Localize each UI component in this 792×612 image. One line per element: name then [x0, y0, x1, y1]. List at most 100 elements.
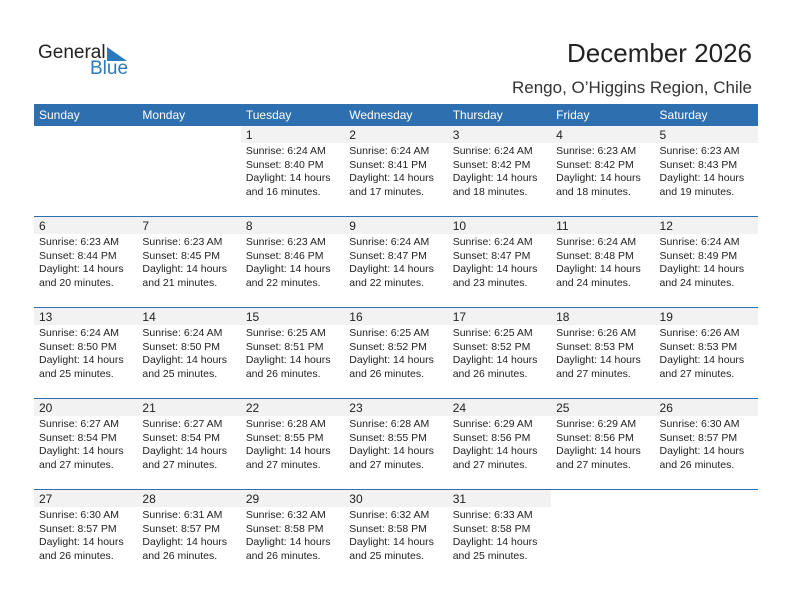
- week-row: 27 Sunrise: 6:30 AM Sunset: 8:57 PM Dayligh…: [34, 489, 758, 580]
- week-row: 1 Sunrise: 6:24 AM Sunset: 8:40 PM Daylight…: [34, 126, 758, 216]
- sunset-text: Sunset: 8:52 PM: [349, 340, 427, 353]
- minutes-text: and 16 minutes.: [245, 185, 321, 198]
- daylight-text: Daylight: 14 hours: [349, 172, 434, 184]
- day-cell: 3 Sunrise: 6:24 AM Sunset: 8:42 PM Daylight…: [447, 126, 552, 216]
- sunset-text: Sunset: 8:54 PM: [142, 431, 221, 444]
- sunset-text: Sunset: 8:56 PM: [452, 431, 531, 444]
- day-number: 31: [447, 490, 552, 507]
- weekday-saturday: Saturday: [659, 108, 708, 122]
- sunrise-text: Sunrise: 6:33 AM: [452, 509, 533, 521]
- day-number: 21: [137, 399, 241, 416]
- daylight-text: Daylight: 14 hours: [556, 445, 641, 457]
- day-info: Sunrise: 6:27 AM Sunset: 8:54 PM Daylight:…: [137, 416, 240, 472]
- daylight-text: Daylight: 14 hours: [452, 536, 538, 548]
- day-info: Sunrise: 6:25 AM Sunset: 8:51 PM Daylight:…: [241, 325, 344, 381]
- weekday-tuesday: Tuesday: [245, 108, 292, 122]
- minutes-text: and 26 minutes.: [245, 367, 321, 380]
- day-info: Sunrise: 6:32 AM Sunset: 8:58 PM Daylight:…: [344, 507, 447, 563]
- day-cell: 17 Sunrise: 6:25 AM Sunset: 8:52 PM Dayligh…: [447, 308, 552, 398]
- sunset-text: Sunset: 8:40 PM: [245, 158, 324, 171]
- daylight-text: Daylight: 14 hours: [556, 172, 641, 184]
- daylight-text: Daylight: 14 hours: [245, 445, 331, 457]
- minutes-text: and 22 minutes.: [245, 276, 321, 289]
- day-info: Sunrise: 6:30 AM Sunset: 8:57 PM Daylight:…: [34, 507, 137, 563]
- day-number: 6: [34, 217, 138, 234]
- sunrise-text: Sunrise: 6:30 AM: [39, 509, 119, 521]
- day-cell: 1 Sunrise: 6:24 AM Sunset: 8:40 PM Daylight…: [240, 126, 345, 216]
- sunset-text: Sunset: 8:52 PM: [452, 340, 531, 353]
- day-cell: 11 Sunrise: 6:24 AM Sunset: 8:48 PM Dayligh…: [551, 217, 655, 307]
- sunset-text: Sunset: 8:57 PM: [142, 522, 221, 535]
- day-cell: 30 Sunrise: 6:32 AM Sunset: 8:58 PM Dayligh…: [344, 490, 448, 580]
- minutes-text: and 20 minutes.: [39, 276, 114, 289]
- minutes-text: and 26 minutes.: [452, 367, 528, 380]
- empty-cell: [655, 490, 758, 580]
- day-cell: 29 Sunrise: 6:32 AM Sunset: 8:58 PM Dayligh…: [240, 490, 345, 580]
- sunrise-text: Sunrise: 6:24 AM: [452, 236, 533, 248]
- sunrise-text: Sunrise: 6:26 AM: [659, 327, 740, 339]
- day-number: 25: [551, 399, 655, 416]
- sunrise-text: Sunrise: 6:23 AM: [659, 145, 740, 157]
- day-cell: 7 Sunrise: 6:23 AM Sunset: 8:45 PM Daylight…: [137, 217, 241, 307]
- weekday-wednesday: Wednesday: [349, 108, 413, 122]
- sunrise-text: Sunrise: 6:25 AM: [452, 327, 533, 339]
- daylight-text: Daylight: 14 hours: [452, 263, 538, 275]
- page-title: December 2026: [567, 38, 752, 68]
- sunrise-text: Sunrise: 6:26 AM: [556, 327, 637, 339]
- sunset-text: Sunset: 8:48 PM: [556, 249, 634, 262]
- day-cell: 4 Sunrise: 6:23 AM Sunset: 8:42 PM Daylight…: [551, 126, 655, 216]
- day-info: Sunrise: 6:28 AM Sunset: 8:55 PM Daylight:…: [241, 416, 344, 472]
- minutes-text: and 27 minutes.: [349, 458, 424, 471]
- sunset-text: Sunset: 8:41 PM: [349, 158, 427, 171]
- empty-cell: [34, 126, 137, 216]
- sunrise-text: Sunrise: 6:23 AM: [556, 145, 637, 157]
- minutes-text: and 27 minutes.: [659, 367, 735, 380]
- sunset-text: Sunset: 8:42 PM: [556, 158, 634, 171]
- day-number: 17: [447, 308, 552, 325]
- sunset-text: Sunset: 8:51 PM: [245, 340, 324, 353]
- sunset-text: Sunset: 8:49 PM: [659, 249, 738, 262]
- day-cell: 13 Sunrise: 6:24 AM Sunset: 8:50 PM Dayligh…: [34, 308, 138, 398]
- daylight-text: Daylight: 14 hours: [245, 536, 331, 548]
- daylight-text: Daylight: 14 hours: [245, 263, 331, 275]
- sunrise-text: Sunrise: 6:24 AM: [452, 145, 533, 157]
- day-number: 22: [240, 399, 345, 416]
- sunset-text: Sunset: 8:54 PM: [39, 431, 117, 444]
- day-number: 9: [344, 217, 448, 234]
- minutes-text: and 18 minutes.: [452, 185, 528, 198]
- day-info: Sunrise: 6:25 AM Sunset: 8:52 PM Daylight:…: [448, 325, 551, 381]
- sunset-text: Sunset: 8:53 PM: [659, 340, 738, 353]
- minutes-text: and 21 minutes.: [142, 276, 218, 289]
- daylight-text: Daylight: 14 hours: [556, 263, 641, 275]
- empty-cell: [137, 126, 240, 216]
- daylight-text: Daylight: 14 hours: [349, 263, 434, 275]
- sunrise-text: Sunrise: 6:24 AM: [142, 327, 223, 339]
- sunrise-text: Sunrise: 6:27 AM: [142, 418, 223, 430]
- minutes-text: and 27 minutes.: [556, 367, 631, 380]
- day-info: Sunrise: 6:28 AM Sunset: 8:55 PM Daylight:…: [344, 416, 447, 472]
- logo-text-general: General: [38, 42, 106, 63]
- day-cell: 19 Sunrise: 6:26 AM Sunset: 8:53 PM Dayligh…: [654, 308, 758, 398]
- day-info: Sunrise: 6:26 AM Sunset: 8:53 PM Daylight:…: [655, 325, 758, 381]
- day-cell: 23 Sunrise: 6:28 AM Sunset: 8:55 PM Dayligh…: [344, 399, 448, 489]
- sunset-text: Sunset: 8:42 PM: [452, 158, 531, 171]
- minutes-text: and 25 minutes.: [452, 549, 528, 562]
- day-info: Sunrise: 6:33 AM Sunset: 8:58 PM Daylight:…: [448, 507, 551, 563]
- sunrise-text: Sunrise: 6:28 AM: [349, 418, 430, 430]
- sunset-text: Sunset: 8:50 PM: [142, 340, 221, 353]
- day-cell: 22 Sunrise: 6:28 AM Sunset: 8:55 PM Dayligh…: [240, 399, 345, 489]
- sunrise-text: Sunrise: 6:24 AM: [39, 327, 119, 339]
- sunrise-text: Sunrise: 6:24 AM: [659, 236, 740, 248]
- day-number: 11: [551, 217, 655, 234]
- sunrise-text: Sunrise: 6:30 AM: [659, 418, 740, 430]
- daylight-text: Daylight: 14 hours: [659, 263, 745, 275]
- sunset-text: Sunset: 8:47 PM: [349, 249, 427, 262]
- day-info: Sunrise: 6:29 AM Sunset: 8:56 PM Daylight:…: [551, 416, 654, 472]
- daylight-text: Daylight: 14 hours: [245, 172, 331, 184]
- day-number: 1: [240, 126, 345, 143]
- day-cell: 8 Sunrise: 6:23 AM Sunset: 8:46 PM Daylight…: [240, 217, 345, 307]
- day-cell: 2 Sunrise: 6:24 AM Sunset: 8:41 PM Daylight…: [344, 126, 448, 216]
- day-info: Sunrise: 6:24 AM Sunset: 8:49 PM Daylight:…: [655, 234, 758, 290]
- minutes-text: and 19 minutes.: [659, 185, 735, 198]
- sunset-text: Sunset: 8:57 PM: [659, 431, 738, 444]
